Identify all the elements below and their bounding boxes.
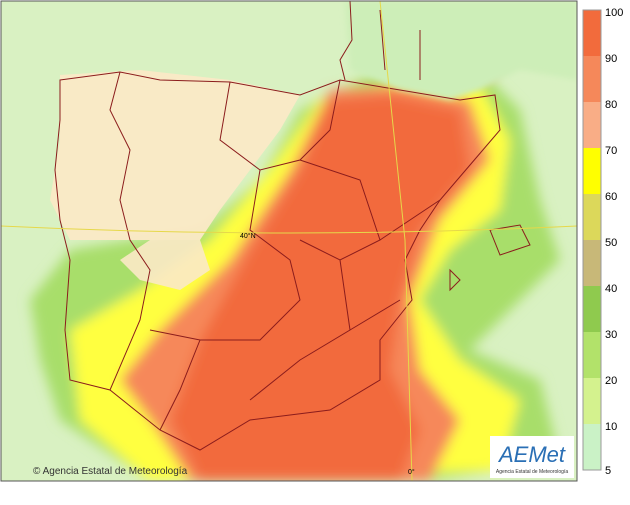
- legend-swatch: [583, 286, 601, 332]
- legend-swatch: [583, 56, 601, 102]
- land: [50, 1, 577, 290]
- legend-label: 30: [605, 329, 617, 341]
- legend-label: 10: [605, 421, 617, 433]
- legend-swatch: [583, 378, 601, 424]
- lat-label: 40°N: [240, 232, 256, 240]
- legend-swatch: [583, 332, 601, 378]
- legend-label: 60: [605, 191, 617, 203]
- legend-swatch: [583, 240, 601, 286]
- legend-swatch: [583, 194, 601, 240]
- legend-label: 5: [605, 465, 611, 477]
- legend-swatch: [583, 102, 601, 148]
- legend-label: 90: [605, 53, 617, 65]
- legend-label: 100: [605, 7, 623, 19]
- meridian: [379, 1, 413, 481]
- legend-swatch: [583, 424, 601, 470]
- legend-label: 80: [605, 99, 617, 111]
- lon-label: 0°: [408, 468, 415, 476]
- logo-box: [490, 436, 574, 478]
- legend-swatch: [583, 10, 601, 56]
- logo-subtitle: Agencia Estatal de Meteorología: [496, 469, 568, 475]
- legend-label: 50: [605, 237, 617, 249]
- map: 40°N 0° © Agencia Estatal de Meteorologí…: [1, 1, 577, 481]
- legend-label: 40: [605, 283, 617, 295]
- legend-frame: [582, 9, 602, 471]
- legend-label: 20: [605, 375, 617, 387]
- map-frame: [0, 0, 578, 482]
- legend: 100 90 80 70 60 50 40 30 20 10 5: [582, 7, 623, 477]
- legend-swatch: [583, 148, 601, 194]
- credit: © Agencia Estatal de Meteorología: [33, 466, 188, 477]
- parallel: [1, 225, 577, 234]
- borders: [54, 1, 531, 451]
- legend-label: 70: [605, 145, 617, 157]
- logo-name: AEMet: [497, 442, 566, 467]
